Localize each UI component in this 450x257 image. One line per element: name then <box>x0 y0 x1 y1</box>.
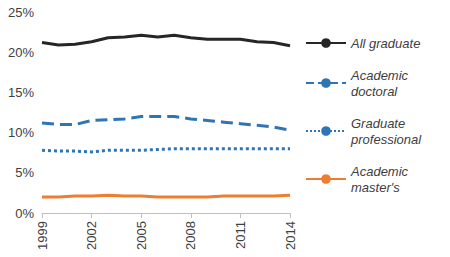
svg-text:2002: 2002 <box>84 221 99 250</box>
svg-text:Graduate: Graduate <box>351 116 409 131</box>
svg-text:All graduate: All graduate <box>350 36 420 51</box>
svg-text:Academic: Academic <box>350 164 412 179</box>
svg-text:2011: 2011 <box>233 221 248 249</box>
svg-text:10%: 10% <box>8 125 34 140</box>
svg-text:professional: professional <box>350 132 422 147</box>
svg-text:20%: 20% <box>8 45 34 60</box>
svg-text:2014: 2014 <box>283 221 298 250</box>
svg-text:1999: 1999 <box>35 221 50 250</box>
svg-text:25%: 25% <box>8 5 34 20</box>
svg-text:master's: master's <box>351 180 400 195</box>
svg-text:doctoral: doctoral <box>351 84 398 99</box>
svg-text:5%: 5% <box>15 165 34 180</box>
svg-text:15%: 15% <box>8 85 34 100</box>
svg-text:0%: 0% <box>15 206 34 221</box>
svg-text:Academic: Academic <box>350 68 412 83</box>
svg-text:2005: 2005 <box>134 221 149 250</box>
svg-text:2008: 2008 <box>183 221 198 250</box>
